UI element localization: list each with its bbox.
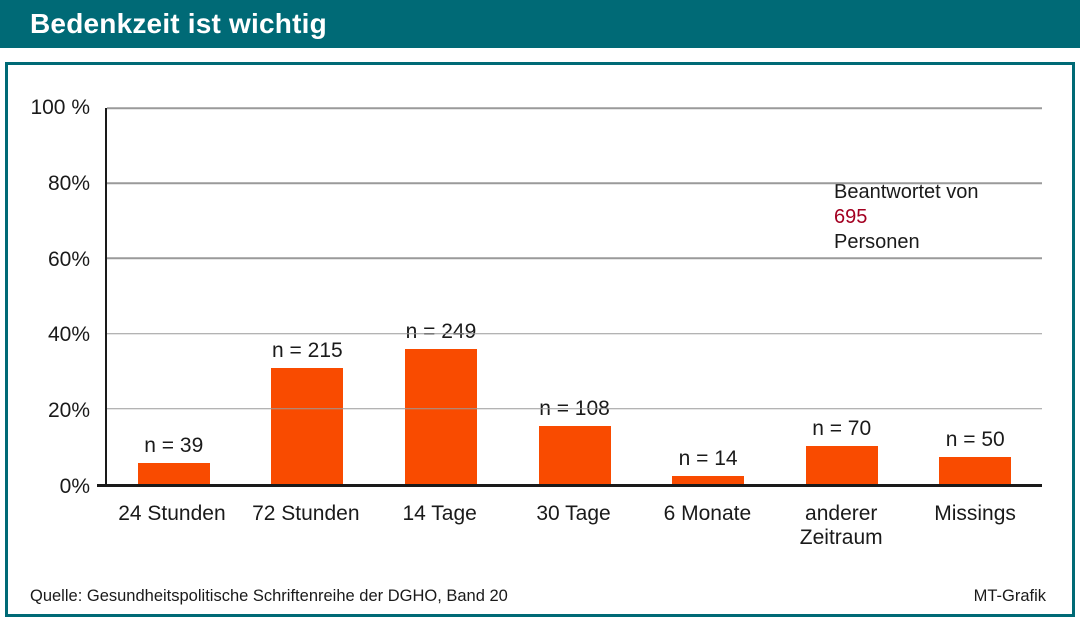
bars-row: n = 39 n = 215 n = 249 n = 108 n = 14 n = 70 n… <box>107 108 1042 484</box>
bar-column: n = 108 <box>508 108 642 484</box>
bar-value-label: n = 249 <box>405 320 477 344</box>
gridline <box>107 107 1042 109</box>
bar-column: n = 70 <box>775 108 909 484</box>
bar <box>271 367 344 484</box>
y-tick-label: 80% <box>47 171 90 195</box>
plot-area: n = 39 n = 215 n = 249 n = 108 n = 14 n = 70 n… <box>97 107 1042 487</box>
bar-value-label: n = 14 <box>678 447 738 471</box>
bar-column: n = 249 <box>374 108 508 484</box>
bar-value-label: n = 70 <box>812 417 872 441</box>
gridline <box>107 182 1042 184</box>
bar-value-label: n = 215 <box>272 338 343 362</box>
bar <box>538 425 611 484</box>
bar <box>672 476 745 484</box>
bar <box>137 462 210 484</box>
bar-column: n = 39 <box>107 108 241 484</box>
y-tick-label: 40% <box>47 323 90 347</box>
respondents-note-line1: Beantwortet von <box>834 181 979 203</box>
x-axis: 24 Stunden 72 Stunden 14 Tage 30 Tage 6 Mona… <box>105 502 1042 550</box>
gridline <box>107 332 1042 335</box>
y-tick-label: 0% <box>59 475 90 498</box>
x-axis-label: 6 Monate <box>663 502 752 525</box>
x-axis-label: 14 Tage <box>402 502 477 525</box>
x-axis-label: 30 Tage <box>536 502 611 525</box>
y-tick-label: 20% <box>47 399 90 423</box>
x-axis-label: anderer Zeitraum <box>799 502 883 550</box>
x-axis-label: 24 Stunden <box>118 502 226 525</box>
x-axis-label: Missings <box>934 502 1016 525</box>
respondents-count: 695 <box>834 206 868 228</box>
credit-note: MT-Grafik <box>973 587 1046 605</box>
source-note: Quelle: Gesundheitspolitische Schriftenr… <box>30 587 508 605</box>
page-title: Bedenkzeit ist wichtig <box>30 8 327 39</box>
title-bar: Bedenkzeit ist wichtig <box>0 0 1080 48</box>
bar-column: n = 50 <box>908 108 1042 484</box>
respondents-note-line3: Personen <box>834 231 920 253</box>
chart-frame: 100 % 80% 60% 40% 20% 0% n = 39 n = 215 n = 249… <box>5 62 1075 617</box>
bar <box>404 349 477 484</box>
respondents-note: Beantwortet von 695 Personen <box>834 180 1034 255</box>
bar-column: n = 14 <box>641 108 775 484</box>
bar-column: n = 215 <box>241 108 375 484</box>
bar <box>939 456 1012 484</box>
bar-value-label: n = 39 <box>144 433 204 457</box>
chart-footer: Quelle: Gesundheitspolitische Schriftenr… <box>30 587 1046 606</box>
x-axis-label: 72 Stunden <box>252 502 360 525</box>
bar <box>805 446 878 484</box>
bar-value-label: n = 50 <box>945 427 1005 451</box>
y-tick-label: 60% <box>47 247 90 271</box>
y-axis: 100 % 80% 60% 40% 20% 0% <box>8 96 96 498</box>
y-tick-label: 100 % <box>30 96 90 119</box>
gridline <box>107 408 1042 410</box>
gridline <box>107 257 1042 260</box>
